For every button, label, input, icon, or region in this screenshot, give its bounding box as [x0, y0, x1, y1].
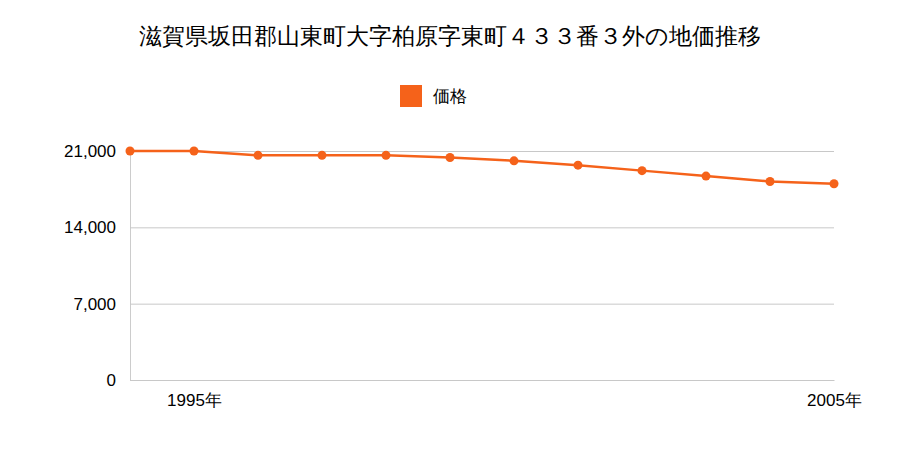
- legend-item: 価格: [400, 85, 467, 107]
- x-tick-label: 1995年: [167, 391, 222, 410]
- y-axis-line: [131, 152, 835, 381]
- title: 滋賀県坂田郡山東町大字柏原字東町４３３番３外の地価推移: [139, 23, 761, 49]
- y-tick-label: 21,000: [64, 142, 116, 161]
- point: [190, 147, 199, 156]
- y-axis: 0 7,000 14,000 21,000: [64, 142, 834, 390]
- y-tick-label: 7,000: [73, 295, 116, 314]
- point: [126, 147, 135, 156]
- grid-line: [130, 227, 834, 228]
- series-group: [126, 147, 839, 189]
- x-axis: 1995年 2005年: [131, 380, 862, 410]
- plot: 0 7,000 14,000 21,000 1995年 2005年: [64, 142, 862, 410]
- x-tick-label: 2005年: [807, 391, 862, 410]
- y-tick-label: 0: [107, 371, 116, 390]
- y-tick-label: 14,000: [64, 218, 116, 237]
- point: [382, 151, 391, 160]
- point: [638, 166, 647, 175]
- y-tick: 0: [107, 371, 834, 390]
- grid-line: [130, 380, 834, 381]
- line: [130, 151, 834, 184]
- point: [254, 151, 263, 160]
- x-tick: 1995年: [167, 380, 222, 410]
- grid-line: [130, 304, 834, 305]
- legend-swatch: [400, 85, 422, 107]
- legend: 価格: [400, 85, 467, 107]
- point: [318, 151, 327, 160]
- point: [510, 156, 519, 165]
- grid-line: [130, 151, 834, 152]
- point: [446, 153, 455, 162]
- point: [702, 172, 711, 181]
- x-tick: 2005年: [807, 380, 862, 410]
- y-tick: 14,000: [64, 218, 834, 237]
- point: [766, 177, 775, 186]
- x-axis-line: [131, 380, 835, 381]
- y-tick: 7,000: [73, 295, 834, 314]
- chart: 滋賀県坂田郡山東町大字柏原字東町４３３番３外の地価推移価格 0 7,000 14,00…: [0, 0, 900, 450]
- legend-label: 価格: [433, 86, 467, 106]
- point: [830, 179, 839, 188]
- point: [574, 161, 583, 170]
